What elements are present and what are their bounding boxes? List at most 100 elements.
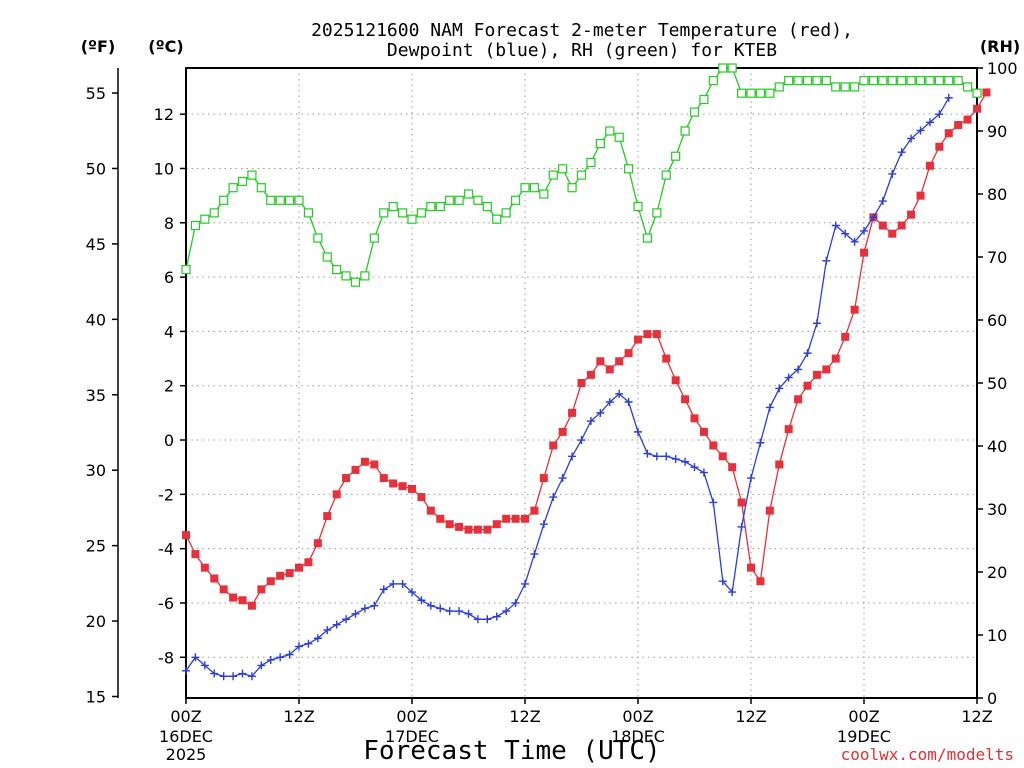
fahrenheit-tick-label: 40 [86, 310, 106, 329]
rh-tick-label: 80 [987, 185, 1007, 204]
2-meter-temperature-point [596, 357, 605, 366]
dewpoint-point [285, 650, 294, 659]
dewpoint-point [756, 438, 765, 447]
x-axis-title: Forecast Time (UTC) [363, 736, 660, 766]
dewpoint-point [436, 604, 445, 613]
2-meter-temperature-point [313, 539, 322, 548]
dewpoint-point [389, 579, 398, 588]
dewpoint-point [219, 672, 228, 681]
rh-point [784, 75, 794, 86]
rh-point [256, 183, 266, 193]
dewpoint-point [521, 579, 529, 588]
2-meter-temperature-point [944, 129, 953, 138]
rh-point [322, 252, 332, 262]
2-meter-temperature-point [492, 520, 501, 529]
rh-tick-label: 50 [987, 374, 1007, 393]
fahrenheit-unit-label: (ºF) [81, 37, 116, 56]
fahrenheit-tick-label: 15 [86, 687, 106, 706]
rh-tick-label: 100 [987, 59, 1018, 78]
rh-point [708, 75, 718, 86]
2-meter-temperature-point [360, 457, 369, 466]
2-meter-temperature-point [747, 563, 755, 572]
2-meter-temperature-point [775, 460, 784, 469]
2-meter-temperature-point [276, 571, 285, 580]
rh-tick-label: 70 [987, 248, 1007, 267]
rh-point [925, 75, 935, 86]
rh-point [689, 107, 700, 117]
dewpoint-point [558, 474, 567, 483]
2-meter-temperature-point [530, 506, 539, 515]
2-meter-temperature-point [709, 441, 718, 450]
dewpoint-point [210, 669, 219, 678]
dewpoint-point [812, 319, 821, 328]
dewpoint-line [185, 97, 950, 677]
rh-point [906, 75, 916, 86]
rh-point [746, 88, 756, 98]
2-meter-temperature-point [897, 221, 906, 230]
rh-tick-label: 10 [987, 626, 1007, 645]
2-meter-temperature-point [426, 506, 435, 515]
rh-tick-label: 40 [987, 437, 1007, 456]
rh-point [539, 189, 549, 199]
rh-point [944, 75, 954, 86]
rh-point [397, 208, 408, 218]
2-meter-temperature-point [332, 490, 341, 499]
rh-point [190, 220, 201, 231]
dewpoint-point [464, 609, 473, 618]
data-series [181, 63, 991, 681]
rh-point [849, 82, 860, 92]
2-meter-temperature-point [257, 585, 266, 594]
rh-point [482, 202, 492, 212]
rh-point [313, 233, 323, 243]
x-date-label: 16DEC [159, 727, 213, 746]
rh-point [897, 75, 907, 86]
2-meter-temperature-point [699, 427, 708, 436]
2-meter-temperature-point [464, 525, 473, 534]
2-meter-temperature-point [841, 332, 850, 341]
rh-point [793, 75, 803, 86]
2-meter-temperature-point [549, 441, 558, 450]
dewpoint-point [944, 93, 953, 102]
celsius-tick-label: 0 [164, 431, 174, 450]
celsius-tick-label: -4 [158, 540, 174, 559]
rh-point [953, 75, 963, 86]
2-meter-temperature-point [634, 335, 642, 344]
dewpoint-point [247, 672, 256, 681]
rh-point [558, 164, 568, 174]
dewpoint-point [822, 256, 831, 265]
2-meter-temperature-point [822, 365, 831, 374]
2-meter-temperature-point [643, 330, 652, 339]
rh-point [445, 195, 455, 205]
rh-point [501, 208, 511, 218]
celsius-tick-label: 6 [164, 268, 174, 287]
rh-tick-label: 90 [987, 122, 1007, 141]
dewpoint-point [624, 398, 633, 407]
dewpoint-point [596, 408, 605, 417]
dewpoint-point [925, 118, 934, 127]
dewpoint-point [502, 607, 511, 616]
rh-point [275, 195, 285, 205]
dewpoint-point [455, 607, 464, 616]
dewpoint-point [690, 463, 699, 472]
dewpoint-point [257, 661, 266, 670]
2-meter-temperature-point [973, 104, 981, 113]
rh-series [181, 63, 982, 287]
rh-tick-label: 0 [987, 689, 997, 708]
celsius-tick-label: 4 [164, 322, 174, 341]
rh-point [379, 208, 389, 218]
2-meter-temperature-point [323, 512, 332, 521]
celsius-unit-label: (ºC) [148, 37, 183, 56]
dewpoint-point [200, 661, 209, 670]
rh-point [200, 214, 210, 224]
fahrenheit-tick-label: 30 [86, 461, 106, 480]
rh-point [209, 208, 219, 218]
dewpoint-point [699, 468, 708, 477]
rh-point [567, 183, 577, 193]
rh-point [586, 157, 596, 168]
dewpoint-point [850, 237, 859, 246]
dewpoint-point [304, 639, 313, 648]
dewpoint-point [426, 601, 435, 610]
rh-point [350, 277, 361, 287]
x-tick-label: 00Z [622, 707, 653, 726]
dewpoint-point [379, 585, 388, 594]
